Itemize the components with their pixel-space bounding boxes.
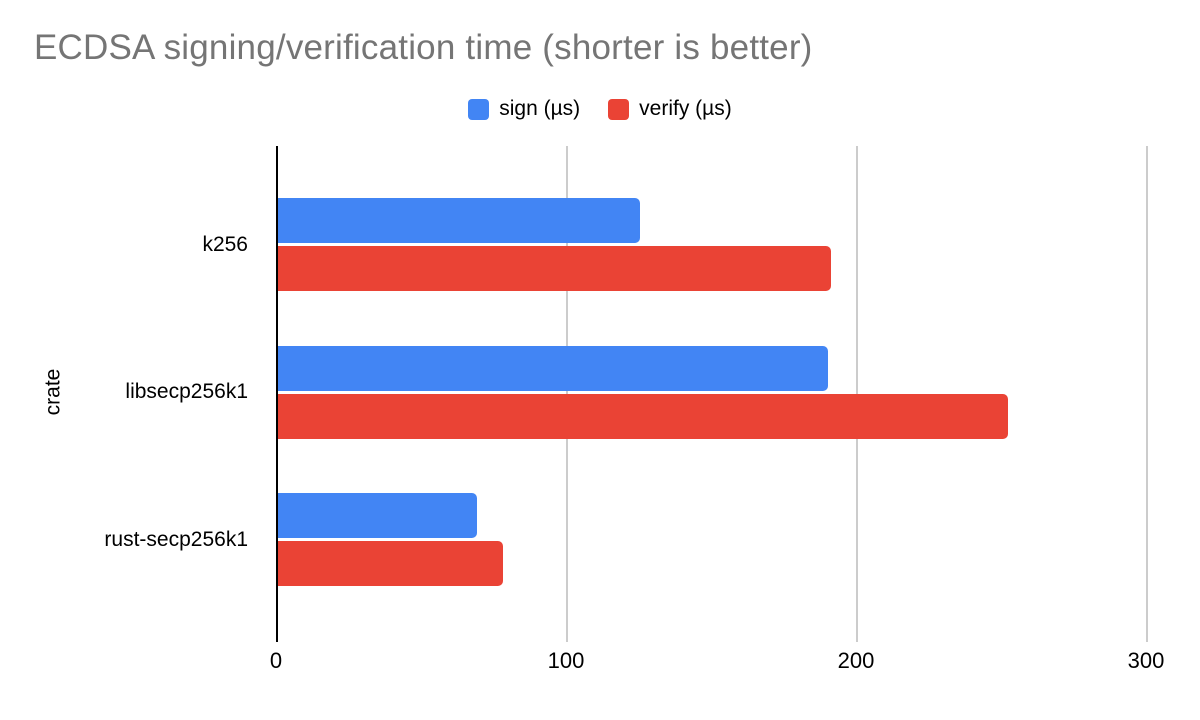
legend-swatch-verify-icon xyxy=(608,98,630,120)
legend-item-sign: sign (µs) xyxy=(468,97,580,121)
gridline-300 xyxy=(1146,146,1148,634)
legend-item-verify: verify (µs) xyxy=(608,97,732,121)
category-label-k256: k256 xyxy=(202,233,248,256)
bar-verify-rust-secp256k1 xyxy=(277,541,503,586)
x-tick-label-100: 100 xyxy=(547,648,585,673)
x-tick-label-0: 0 xyxy=(269,648,283,673)
legend-label-verify: verify (µs) xyxy=(639,97,732,120)
x-tick-mark-100 xyxy=(566,634,568,642)
plot-area xyxy=(276,146,1184,642)
legend: sign (µs) verify (µs) xyxy=(0,97,1200,121)
category-label-rust-secp256k1: rust-secp256k1 xyxy=(104,528,248,551)
bar-sign-k256 xyxy=(277,198,640,243)
y-axis-line xyxy=(276,146,278,642)
gridline-200 xyxy=(856,146,858,634)
x-tick-mark-300 xyxy=(1146,634,1148,642)
bar-verify-libsecp256k1 xyxy=(277,394,1008,439)
bar-sign-libsecp256k1 xyxy=(277,346,828,391)
legend-label-sign: sign (µs) xyxy=(499,97,581,120)
chart-title: ECDSA signing/verification time (shorter… xyxy=(34,28,813,67)
legend-swatch-sign-icon xyxy=(468,98,490,120)
bar-verify-k256 xyxy=(277,246,831,291)
x-tick-label-200: 200 xyxy=(837,648,875,673)
x-tick-label-300: 300 xyxy=(1127,648,1165,673)
category-label-libsecp256k1: libsecp256k1 xyxy=(125,380,248,403)
bar-sign-rust-secp256k1 xyxy=(277,493,477,538)
x-tick-mark-200 xyxy=(856,634,858,642)
